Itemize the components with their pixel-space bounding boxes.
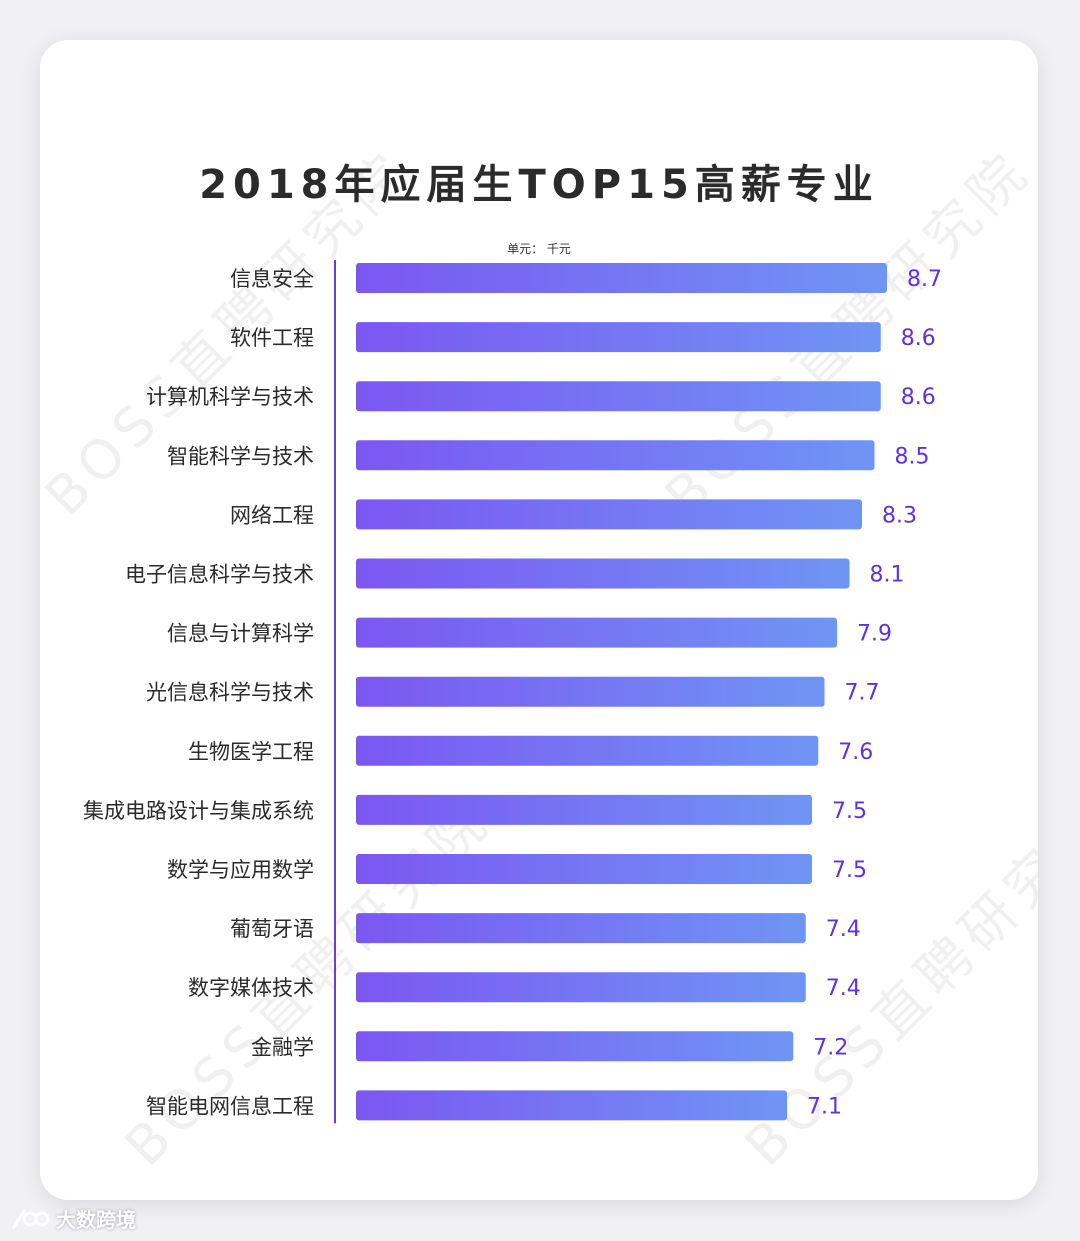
footer-brand: 大数跨境 — [8, 1204, 136, 1233]
value-label: 8.5 — [895, 444, 930, 469]
category-label: 信息与计算科学 — [167, 622, 314, 646]
bar — [356, 794, 812, 825]
chain-link-icon — [12, 1209, 50, 1228]
bar — [356, 558, 850, 589]
value-label: 8.1 — [870, 563, 905, 588]
category-label: 电子信息科学与技术 — [125, 563, 314, 587]
chart-card: BOSS直聘研究院 BOSS直聘研究院 BOSS直聘研究院 BOSS直聘研究院 … — [40, 40, 1038, 1200]
category-label: 金融学 — [251, 1035, 314, 1059]
category-label: 集成电路设计与集成系统 — [83, 799, 314, 823]
value-label: 7.4 — [826, 976, 861, 1001]
value-label: 8.6 — [901, 326, 936, 351]
value-label: 7.5 — [832, 799, 867, 824]
value-label: 7.6 — [838, 740, 873, 765]
bar — [356, 322, 881, 353]
bar — [356, 499, 862, 530]
bar — [356, 913, 806, 944]
category-label: 信息安全 — [230, 267, 314, 291]
category-label: 智能电网信息工程 — [146, 1094, 314, 1118]
value-label: 7.4 — [826, 917, 861, 942]
category-label: 生物医学工程 — [188, 740, 314, 764]
value-label: 7.7 — [845, 681, 880, 706]
bar — [356, 676, 825, 707]
bar — [356, 854, 812, 884]
value-label: 7.5 — [832, 858, 867, 883]
value-label: 8.7 — [907, 267, 942, 292]
category-label: 智能科学与技术 — [167, 444, 314, 468]
bar — [356, 1031, 794, 1062]
category-label: 葡萄牙语 — [230, 917, 314, 941]
footer-brand-text: 大数跨境 — [56, 1208, 136, 1232]
bar — [356, 617, 837, 648]
value-label: 8.6 — [901, 385, 936, 410]
bar — [356, 440, 875, 471]
value-label: 8.3 — [882, 503, 917, 528]
category-label: 数字媒体技术 — [188, 976, 314, 1000]
category-label: 计算机科学与技术 — [146, 385, 314, 409]
value-label: 7.1 — [807, 1094, 842, 1119]
bar — [356, 735, 819, 766]
unit-label: 单元： 千元 — [507, 242, 571, 256]
value-label: 7.9 — [857, 622, 892, 647]
category-label: 数学与应用数学 — [167, 858, 314, 882]
bar-chart: 信息安全 8.7 软件工程 8.6 计算机科学与技术 8.6 智能科学与技术 8.5 网络工程 8… — [83, 260, 942, 1124]
chart-title: 2018年应届生TOP15高薪专业 — [199, 162, 879, 208]
bar — [356, 1090, 787, 1121]
category-label: 软件工程 — [230, 326, 314, 350]
bar — [356, 972, 806, 1003]
category-label: 光信息科学与技术 — [146, 681, 314, 705]
category-label: 网络工程 — [230, 503, 314, 527]
value-label: 7.2 — [813, 1035, 848, 1060]
bar — [356, 263, 887, 293]
bar — [356, 381, 881, 412]
